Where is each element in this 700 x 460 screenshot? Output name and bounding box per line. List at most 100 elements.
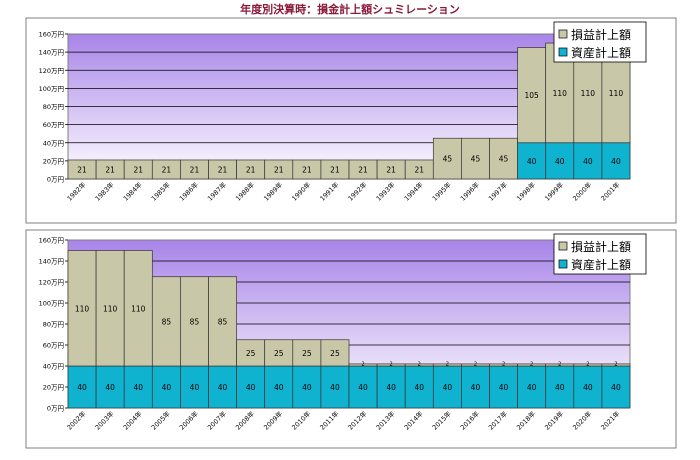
bar-loss-label: 45 (499, 155, 509, 164)
bar-loss-label: 110 (103, 304, 118, 313)
y-tick-label: 160万円 (39, 237, 64, 245)
bar-loss-label: 2 (614, 362, 617, 368)
bar-loss (320, 339, 350, 367)
bar-loss-label: 2 (558, 362, 561, 368)
y-tick-label: 40万円 (43, 363, 64, 371)
bar-asset-label: 40 (555, 383, 565, 392)
bar-asset (573, 365, 603, 409)
bar-loss (151, 276, 181, 367)
bar-asset-label: 40 (443, 383, 453, 392)
y-tick-label: 0万円 (47, 176, 64, 184)
bar-asset-label: 40 (555, 157, 565, 166)
bar-asset-label: 40 (190, 383, 200, 392)
bar-loss-label: 2 (530, 362, 533, 368)
bar-asset-label: 40 (583, 383, 593, 392)
bar-asset-label: 40 (133, 383, 143, 392)
y-tick-label: 60万円 (43, 342, 64, 350)
bar-asset (95, 365, 125, 409)
bar-asset-label: 40 (162, 383, 172, 392)
legend-asset-label: 資産計上額 (571, 45, 631, 60)
bar-loss-label: 21 (77, 165, 87, 174)
bar-loss (67, 250, 97, 367)
legend-box (553, 21, 647, 63)
bar-asset-label: 40 (105, 383, 115, 392)
bar-asset (348, 365, 378, 409)
bar-loss-label: 2 (474, 362, 477, 368)
bar-loss (517, 47, 547, 144)
bar-loss-label: 21 (190, 165, 200, 174)
bar-asset (545, 365, 575, 409)
chart-title: 年度別決算時：損金計上額シュミレーション (240, 3, 460, 16)
bar-asset (236, 365, 266, 409)
bar-loss (123, 250, 153, 367)
bar-loss-label: 2 (446, 362, 449, 368)
bar-asset-label: 40 (330, 383, 340, 392)
bar-asset (461, 365, 490, 409)
bar-loss (489, 137, 518, 180)
bar-asset (376, 365, 406, 409)
bar-loss (236, 339, 266, 367)
bar-loss-label: 45 (471, 155, 481, 164)
y-tick-label: 140万円 (39, 258, 64, 266)
bar-asset (573, 142, 603, 180)
bar-loss-label: 110 (609, 89, 624, 98)
legend-loss-label: 損益計上額 (571, 27, 631, 42)
bar-asset-label: 40 (499, 383, 509, 392)
bar-loss-label: 2 (390, 362, 393, 368)
bar-loss-label: 105 (524, 91, 539, 100)
bar-loss-label: 21 (274, 165, 284, 174)
bar-loss-label: 21 (386, 165, 396, 174)
bar-loss-label: 21 (133, 165, 143, 174)
y-tick-label: 100万円 (39, 85, 64, 93)
bar-asset-label: 40 (386, 383, 396, 392)
legend-asset-swatch (558, 259, 568, 269)
legend-asset-label: 資産計上額 (571, 257, 631, 272)
bar-loss-label: 2 (361, 362, 364, 368)
bar-loss (208, 276, 237, 367)
bar-loss (95, 250, 125, 367)
y-tick-label: 120万円 (39, 67, 64, 75)
bar-loss-label: 45 (443, 155, 453, 164)
chart-bottom: 0万円 20万円 40万円 60万円 80万円 100万円 120万円 140万円 160万円 4… (25, 229, 677, 449)
bar-asset (489, 365, 518, 409)
bar-loss-label: 110 (131, 304, 146, 313)
bar-loss-label: 2 (502, 362, 505, 368)
y-tick-label: 80万円 (43, 103, 64, 111)
bar-loss-label: 21 (358, 165, 368, 174)
bar-loss-label: 85 (218, 317, 228, 326)
bar-loss (461, 137, 490, 180)
bar-loss-label: 21 (302, 165, 312, 174)
legend-loss-swatch (558, 29, 568, 39)
bar-loss-label: 85 (190, 317, 200, 326)
bar-asset-label: 40 (611, 383, 621, 392)
bar-asset (320, 365, 350, 409)
bar-loss-label: 25 (246, 349, 256, 358)
bar-loss-label: 21 (218, 165, 228, 174)
bar-asset (180, 365, 209, 409)
bar-asset (517, 142, 547, 180)
y-tick-label: 140万円 (39, 49, 64, 57)
y-tick-label: 80万円 (43, 321, 64, 329)
bar-loss-label: 25 (330, 349, 340, 358)
bar-loss-label: 21 (246, 165, 256, 174)
bar-loss-label: 110 (581, 89, 596, 98)
bar-asset-label: 40 (274, 383, 284, 392)
bar-loss (264, 339, 294, 367)
y-tick-label: 60万円 (43, 121, 64, 129)
bar-asset (404, 365, 434, 409)
bar-asset-label: 40 (611, 157, 621, 166)
chart-top: 0万円20万円40万円60万円80万円100万円120万円140万円160万円0… (25, 17, 677, 224)
legend-loss-label: 損益計上額 (571, 239, 631, 254)
bar-asset-label: 40 (527, 157, 537, 166)
bar-asset-label: 40 (302, 383, 312, 392)
y-tick-label: 100万円 (39, 300, 64, 308)
bar-asset-label: 40 (583, 157, 593, 166)
bar-loss-label: 2 (586, 362, 589, 368)
bar-loss (601, 363, 631, 367)
bar-loss-label: 2 (418, 362, 421, 368)
legend-asset-swatch (558, 47, 568, 57)
bar-asset-label: 40 (246, 383, 256, 392)
bar-loss-label: 25 (274, 349, 284, 358)
